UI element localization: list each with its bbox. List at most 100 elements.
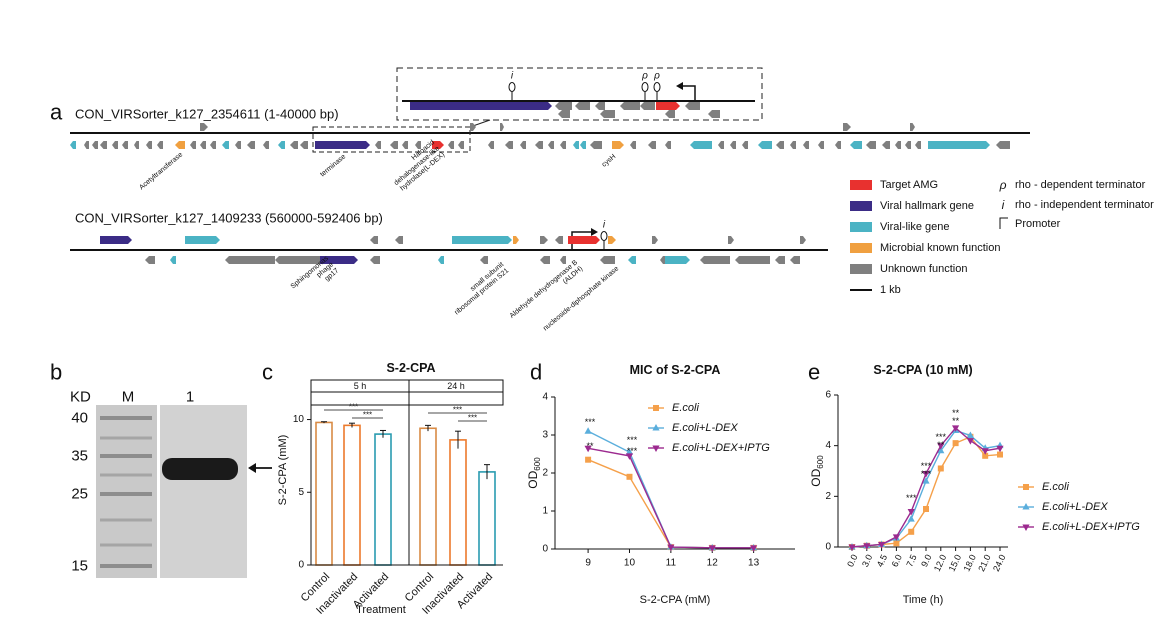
x-tick-label: 11 [666,558,677,569]
point [907,515,915,522]
x-tick-label: 9 [585,558,591,569]
point [923,506,929,512]
gene [278,141,285,149]
legend-swatch [850,180,872,190]
gene [600,256,615,264]
gene [620,102,640,110]
panel-letter: b [50,360,62,385]
significance-label: *** [627,446,638,456]
legend-label: Viral hallmark gene [880,200,974,212]
terminator-loop [600,231,608,241]
significance-label: *** [627,435,638,445]
y-tick-label: 6 [825,390,831,401]
point [878,541,886,549]
gene [210,141,216,149]
x-tick-label: 6.0 [890,553,904,569]
y-tick-label: 0 [825,542,831,553]
y-tick-label: 5 [298,487,304,498]
gene [470,123,476,131]
terminator-loop [641,82,649,92]
panel-letter: c [262,360,273,385]
point [625,453,634,460]
gene [665,256,690,264]
significance-label: *** [906,493,917,503]
gene [628,256,636,264]
gene [84,141,89,149]
significance-label: ** [952,416,960,426]
point [981,448,989,455]
gene [92,141,98,149]
gene [100,236,132,244]
gene [928,141,990,149]
point [996,445,1004,453]
gene [275,256,320,264]
gel-band [100,473,152,477]
promoter-head [591,228,598,236]
bar [374,433,392,566]
gene [555,102,572,110]
gene [134,141,139,149]
group-label: 24 h [447,381,465,391]
legend-swatch [850,201,872,211]
gene-label-line: terminase [319,153,347,178]
gene [315,141,370,149]
point [952,425,960,432]
gene [480,256,488,264]
y-tick-label: 3 [542,430,548,441]
gene [122,141,128,149]
gene [415,141,421,149]
point [966,431,974,439]
gene [905,141,911,149]
gene [640,102,655,110]
gene [375,141,381,149]
gene [100,141,107,149]
gene [300,141,308,149]
point [1022,524,1030,531]
gene [438,256,444,264]
gene [505,141,513,149]
y-axis-label: S-2-CPA (mM) [277,435,289,506]
legend-label: rho - dependent terminator [1015,179,1146,191]
x-tick-label: 10 [624,558,636,569]
y-tick-label: 0 [298,560,304,571]
gene [548,141,554,149]
significance-label: *** [936,432,947,442]
gene [718,141,724,149]
gene [818,141,824,149]
gene [665,141,671,149]
panel-letter: d [530,360,542,385]
gene [775,256,785,264]
marker-band [100,454,152,458]
gene [452,236,512,244]
gene [612,141,624,149]
gene [555,236,563,244]
significance-label: *** [921,461,932,471]
gel-band [100,543,152,547]
x-tick-label: 0.0 [845,553,859,569]
series-line [851,426,1001,548]
gene [665,110,675,118]
point [1022,503,1030,510]
gene [432,141,444,149]
gene [910,123,915,131]
gene [656,102,680,110]
y-tick-label: 10 [293,414,305,425]
bar [449,439,467,566]
significance-label: *** [585,417,596,427]
point [937,446,945,454]
gene [390,141,398,149]
bar [478,471,496,566]
point [937,443,945,450]
gene-label: Acetyltransferase [138,151,184,191]
marker-size: 15 [71,558,88,575]
legend-label: Promoter [1015,218,1061,230]
gene [535,141,543,149]
point [584,427,592,434]
gene-label-line: Acetyltransferase [138,151,184,191]
chart-title: S-2-CPA (10 mM) [873,363,972,377]
gene [146,141,152,149]
legend-label: E.coli [1042,481,1069,493]
significance-label: *** [349,403,358,412]
y-tick-label: 1 [542,506,548,517]
